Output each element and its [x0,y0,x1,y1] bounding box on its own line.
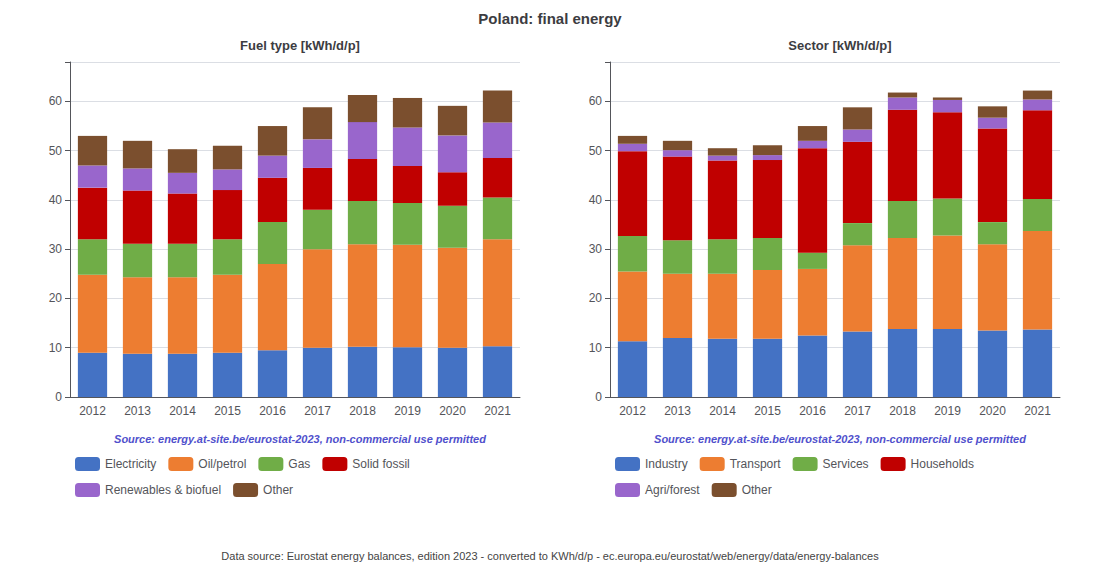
svg-text:Agri/forest: Agri/forest [645,483,700,497]
svg-text:2018: 2018 [889,404,916,418]
svg-text:30: 30 [49,242,63,256]
svg-text:Renewables & biofuel: Renewables & biofuel [105,483,221,497]
svg-text:Other: Other [742,483,772,497]
svg-text:Transport: Transport [730,457,782,471]
svg-text:2016: 2016 [799,404,826,418]
svg-text:Electricity: Electricity [105,457,156,471]
svg-text:Gas: Gas [288,457,310,471]
svg-text:10: 10 [49,341,63,355]
svg-text:Source: energy.at-site.be/euro: Source: energy.at-site.be/eurostat-2023,… [654,433,1026,445]
svg-text:2017: 2017 [304,404,331,418]
svg-text:0: 0 [55,390,62,404]
svg-text:2012: 2012 [79,404,106,418]
svg-text:2020: 2020 [979,404,1006,418]
svg-text:60: 60 [589,94,603,108]
svg-text:Industry: Industry [645,457,688,471]
svg-text:2013: 2013 [124,404,151,418]
svg-text:2021: 2021 [1024,404,1051,418]
svg-text:Source: energy.at-site.be/euro: Source: energy.at-site.be/eurostat-2023,… [114,433,486,445]
svg-text:Services: Services [823,457,869,471]
svg-text:0: 0 [595,390,602,404]
svg-text:20: 20 [49,291,63,305]
svg-text:10: 10 [589,341,603,355]
svg-text:50: 50 [49,144,63,158]
svg-text:2013: 2013 [664,404,691,418]
svg-text:Oil/petrol: Oil/petrol [198,457,246,471]
svg-text:2018: 2018 [349,404,376,418]
svg-text:50: 50 [589,144,603,158]
svg-text:2012: 2012 [619,404,646,418]
svg-text:Sector [kWh/d/p]: Sector [kWh/d/p] [788,38,891,53]
svg-text:2015: 2015 [214,404,241,418]
svg-text:Households: Households [911,457,974,471]
svg-text:Poland: final energy: Poland: final energy [478,10,622,27]
svg-text:2019: 2019 [934,404,961,418]
svg-text:Data source: Eurostat energy b: Data source: Eurostat energy balances, e… [221,550,879,562]
svg-text:30: 30 [589,242,603,256]
svg-text:Other: Other [263,483,293,497]
svg-text:2015: 2015 [754,404,781,418]
svg-text:2016: 2016 [259,404,286,418]
svg-text:40: 40 [49,193,63,207]
svg-text:60: 60 [49,94,63,108]
svg-text:2021: 2021 [484,404,511,418]
svg-text:Solid fossil: Solid fossil [352,457,409,471]
svg-text:2017: 2017 [844,404,871,418]
svg-text:2014: 2014 [169,404,196,418]
svg-text:2014: 2014 [709,404,736,418]
svg-text:20: 20 [589,291,603,305]
svg-text:Fuel type [kWh/d/p]: Fuel type [kWh/d/p] [240,38,360,53]
svg-text:2019: 2019 [394,404,421,418]
svg-text:2020: 2020 [439,404,466,418]
svg-text:40: 40 [589,193,603,207]
